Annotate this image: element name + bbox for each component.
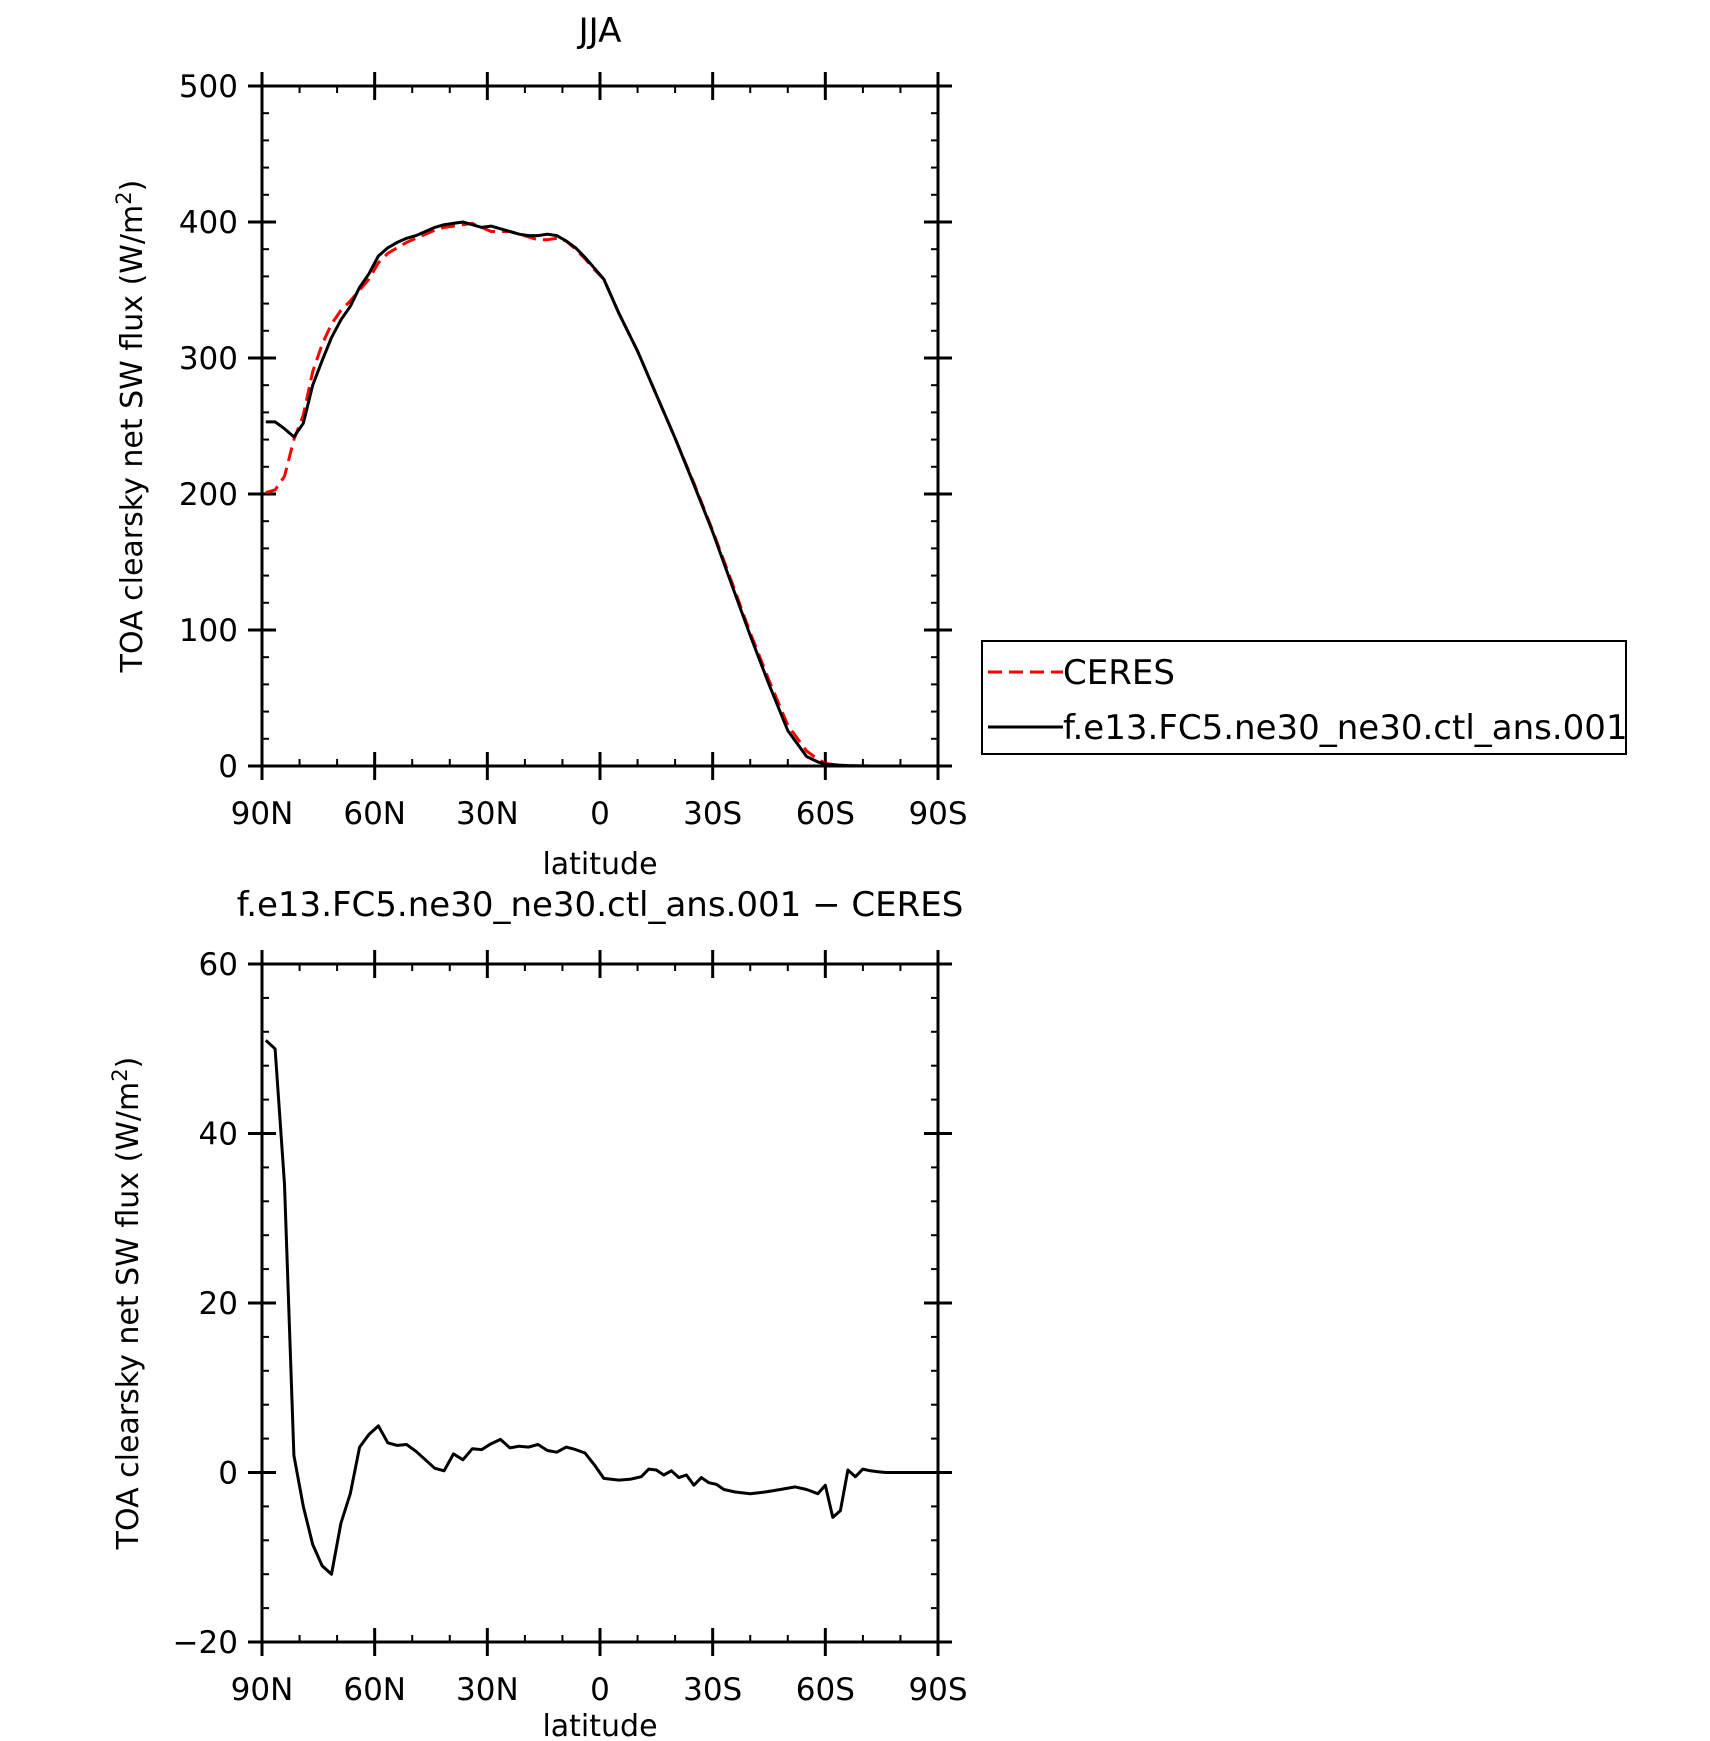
bottom-chart-y-tick-labels: −20 0 20 40 60	[173, 947, 238, 1661]
bottom-y-tick-label: 20	[199, 1286, 238, 1322]
top-x-tick-label: 0	[590, 796, 610, 832]
bottom-y-tick-label: −20	[173, 1625, 238, 1661]
top-x-tick-label: 90N	[231, 796, 294, 832]
legend-box	[981, 640, 1627, 755]
legend-label-ceres: CERES	[1063, 653, 1175, 693]
top-y-tick-label: 300	[179, 341, 238, 377]
top-chart-lines	[265, 220, 931, 768]
bottom-chart-x-tick-labels: 90N 60N 30N 0 30S 60S 90S	[231, 1672, 968, 1708]
top-y-label-main: TOA clearsky net SW flux (W/m	[115, 205, 150, 674]
bottom-chart-y-axis-label: TOA clearsky net SW flux (W/m2)	[108, 1057, 146, 1551]
bottom-x-tick-label: 0	[590, 1672, 610, 1708]
top-series-line-0	[265, 221, 931, 768]
bottom-y-tick-label: 0	[218, 1456, 238, 1492]
top-y-tick-label: 100	[179, 613, 238, 649]
top-x-tick-label: 90S	[908, 796, 967, 832]
top-x-tick-label: 30S	[683, 796, 742, 832]
top-y-label-sup: 2	[112, 191, 136, 204]
bottom-x-tick-label: 60S	[796, 1672, 855, 1708]
top-y-tick-label: 200	[179, 477, 238, 513]
top-chart-panel: JJA 0 100 200 300 400 500 90N 60N 30N 0 30S 60S 90S…	[112, 11, 968, 882]
bottom-chart-frame	[260, 962, 940, 1644]
top-chart-x-tick-labels: 90N 60N 30N 0 30S 60S 90S	[231, 796, 968, 832]
top-chart-ticks	[248, 72, 952, 780]
bottom-chart-x-axis-label: latitude	[542, 1709, 657, 1741]
top-y-tick-label: 500	[179, 69, 238, 105]
bottom-x-tick-label: 60N	[343, 1672, 406, 1708]
bottom-y-label-main: TOA clearsky net SW flux (W/m	[111, 1082, 146, 1551]
bottom-chart-title: f.e13.FC5.ne30_ne30.ctl_ans.001 − CERES	[237, 885, 964, 925]
bottom-y-tick-label: 60	[199, 947, 238, 983]
bottom-chart-lines	[264, 1039, 931, 1576]
legend-label-model: f.e13.FC5.ne30_ne30.ctl_ans.001	[1063, 708, 1628, 748]
legend: CERES f.e13.FC5.ne30_ne30.ctl_ans.001	[981, 640, 1628, 755]
top-y-label-close: )	[115, 180, 150, 192]
bottom-x-tick-label: 90N	[231, 1672, 294, 1708]
bottom-chart-ticks	[248, 950, 952, 1656]
top-series-line-1	[265, 220, 931, 768]
bottom-chart-panel: f.e13.FC5.ne30_ne30.ctl_ans.001 − CERES …	[108, 885, 968, 1741]
top-chart-y-tick-labels: 0 100 200 300 400 500	[179, 69, 238, 785]
top-chart-x-axis-label: latitude	[542, 847, 657, 882]
bottom-series-line-0	[264, 1039, 931, 1576]
bottom-y-label-sup: 2	[108, 1068, 132, 1081]
top-x-tick-label: 60N	[343, 796, 406, 832]
top-x-tick-label: 60S	[796, 796, 855, 832]
bottom-y-label-close: )	[111, 1057, 146, 1069]
bottom-y-tick-label: 40	[199, 1117, 238, 1153]
bottom-x-tick-label: 90S	[908, 1672, 967, 1708]
top-y-tick-label: 400	[179, 205, 238, 241]
bottom-x-tick-label: 30S	[683, 1672, 742, 1708]
top-x-tick-label: 30N	[456, 796, 519, 832]
top-chart-title: JJA	[577, 11, 622, 51]
top-chart-y-axis-label: TOA clearsky net SW flux (W/m2)	[112, 180, 150, 674]
bottom-x-tick-label: 30N	[456, 1672, 519, 1708]
top-y-tick-label: 0	[218, 749, 238, 785]
top-chart-frame	[260, 84, 940, 768]
